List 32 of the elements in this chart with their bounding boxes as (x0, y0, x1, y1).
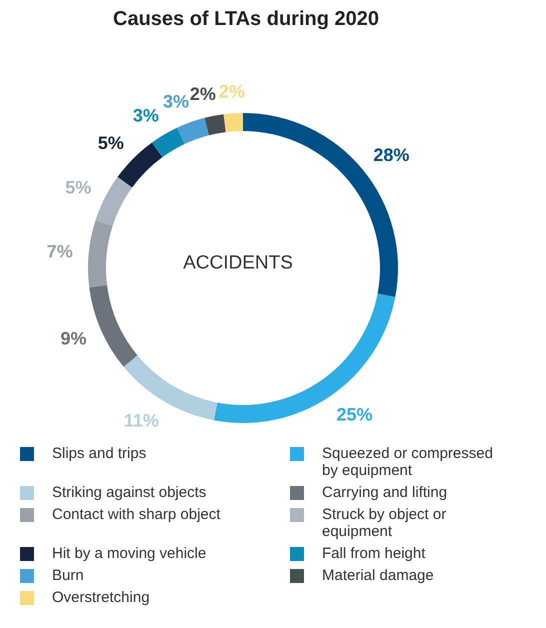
data-label: 2% (218, 81, 245, 102)
legend-label: Fall from height (322, 545, 426, 562)
data-label: 25% (336, 404, 373, 424)
data-label: 3% (132, 106, 159, 126)
legend-label: Carrying and lifting (322, 484, 448, 501)
donut-slice (152, 128, 185, 158)
data-label: 7% (46, 241, 73, 262)
donut-slice (224, 113, 243, 132)
legend-label: Squeezed or compressed by equipment (322, 445, 494, 479)
legend-label: Striking against objects (52, 484, 208, 501)
data-label: 2% (190, 84, 216, 104)
donut-slice (214, 294, 396, 423)
legend-label: Material damage (322, 567, 435, 584)
donut-slice (88, 220, 113, 288)
legend-label: Struck by object or equipment (322, 506, 448, 540)
legend-label: Overstretching (52, 589, 151, 606)
text: ACCIDENTS (183, 252, 293, 274)
donut-slice (204, 114, 226, 136)
data-label: 9% (60, 328, 87, 348)
data-label: 3% (163, 91, 190, 112)
donut-slice (177, 118, 209, 144)
data-label: 5% (65, 178, 92, 198)
data-label: 5% (98, 132, 124, 153)
legend-label: Burn (52, 567, 85, 584)
legend-label: Contact with sharp object (52, 506, 222, 523)
legend-label: Slips and trips (52, 445, 148, 462)
chart-title: Causes of LTAs during 2020 (112, 8, 380, 31)
data-label: 28% (373, 145, 410, 166)
legend-label: Hit by a moving vehicle (52, 545, 208, 562)
data-label: 11% (124, 410, 159, 430)
donut-slice (89, 285, 138, 367)
donut-slice (96, 176, 132, 226)
